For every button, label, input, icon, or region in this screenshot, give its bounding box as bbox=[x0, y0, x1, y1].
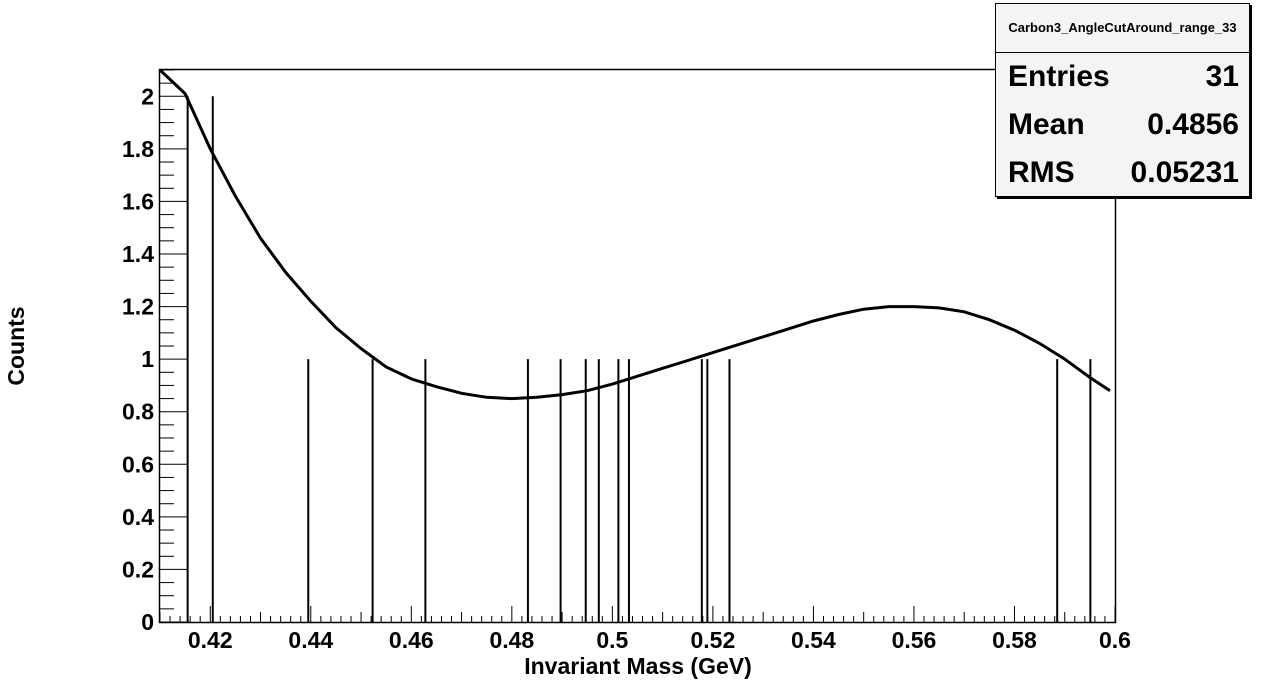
x-tick-labels: 0.42 0.44 0.46 0.48 0.5 0.52 0.54 0.56 0.58 0.6 bbox=[188, 627, 1131, 653]
y-tick-label: 1.2 bbox=[122, 294, 154, 320]
x-tick-label: 0.42 bbox=[188, 627, 233, 653]
axis-ticks bbox=[159, 69, 1116, 623]
y-tick-label: 0.6 bbox=[122, 451, 154, 477]
x-tick-label: 0.6 bbox=[1099, 627, 1131, 653]
stats-row-entries: Entries 31 bbox=[996, 53, 1249, 101]
stats-row-rms: RMS 0.05231 bbox=[996, 149, 1249, 197]
x-tick-label: 0.5 bbox=[596, 627, 628, 653]
y-tick-label: 1.4 bbox=[122, 241, 154, 267]
x-tick-label: 0.58 bbox=[992, 627, 1037, 653]
y-tick-label: 1.8 bbox=[122, 136, 154, 162]
stats-label: Entries bbox=[1008, 60, 1110, 93]
stats-row-mean: Mean 0.4856 bbox=[996, 101, 1249, 149]
y-tick-label: 0.8 bbox=[122, 399, 154, 425]
x-tick-label: 0.48 bbox=[489, 627, 534, 653]
x-tick-label: 0.46 bbox=[389, 627, 434, 653]
x-tick-label: 0.44 bbox=[288, 627, 333, 653]
x-tick-label: 0.56 bbox=[892, 627, 937, 653]
y-tick-label: 0.2 bbox=[122, 556, 154, 582]
stats-label: RMS bbox=[1008, 156, 1075, 189]
stats-title: Carbon3_AngleCutAround_range_33 bbox=[996, 4, 1249, 53]
stats-box: Carbon3_AngleCutAround_range_33 Entries … bbox=[995, 3, 1250, 197]
y-axis-title: Counts bbox=[3, 306, 29, 385]
y-tick-label: 1 bbox=[141, 346, 154, 372]
stats-label: Mean bbox=[1008, 108, 1085, 141]
x-tick-label: 0.52 bbox=[691, 627, 736, 653]
y-tick-label: 0 bbox=[141, 609, 154, 635]
plot-frame bbox=[158, 68, 1117, 624]
histogram-bars bbox=[186, 96, 1092, 622]
y-tick-labels: 0 0.2 0.4 0.6 0.8 1 1.2 1.4 1.6 1.8 2 bbox=[122, 83, 154, 635]
x-tick-label: 0.54 bbox=[791, 627, 836, 653]
stats-value: 31 bbox=[1205, 60, 1239, 93]
y-tick-label: 2 bbox=[141, 83, 154, 109]
y-tick-label: 0.4 bbox=[122, 504, 154, 530]
stats-value: 0.4856 bbox=[1147, 108, 1239, 141]
x-axis-title: Invariant Mass (GeV) bbox=[524, 653, 752, 679]
stats-value: 0.05231 bbox=[1130, 156, 1239, 189]
y-tick-label: 1.6 bbox=[122, 188, 154, 214]
fit-curve bbox=[158, 68, 1111, 401]
